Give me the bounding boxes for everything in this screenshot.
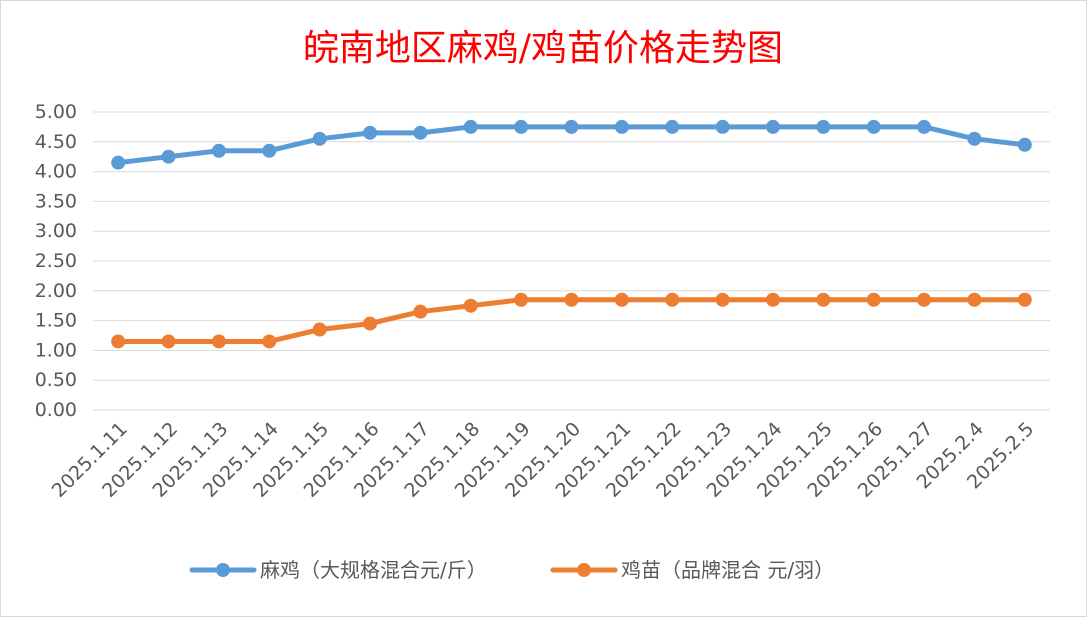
series-1 xyxy=(111,119,1032,170)
data-point xyxy=(413,304,428,319)
y-tick-label: 4.50 xyxy=(35,131,77,153)
data-point xyxy=(765,119,780,134)
data-point xyxy=(816,292,831,307)
series-2 xyxy=(111,292,1032,349)
legend-label: 麻鸡（大规格混合元/斤） xyxy=(260,558,487,582)
data-point xyxy=(715,292,730,307)
data-point xyxy=(765,292,780,307)
y-tick-label: 3.50 xyxy=(35,190,77,212)
data-point xyxy=(262,143,277,158)
y-tick-label: 1.00 xyxy=(35,339,77,361)
data-point xyxy=(262,334,277,349)
data-point xyxy=(866,292,881,307)
data-point xyxy=(312,322,327,337)
y-tick-label: 2.00 xyxy=(35,280,77,302)
data-point xyxy=(665,119,680,134)
data-point xyxy=(514,119,529,134)
y-tick-label: 2.50 xyxy=(35,250,77,272)
data-point xyxy=(463,298,478,313)
y-tick-label: 1.50 xyxy=(35,310,77,332)
y-tick-label: 0.00 xyxy=(35,399,77,421)
data-point xyxy=(161,334,176,349)
data-point xyxy=(866,119,881,134)
data-point xyxy=(564,119,579,134)
data-point xyxy=(715,119,730,134)
data-point xyxy=(413,125,428,140)
data-point xyxy=(614,119,629,134)
data-point xyxy=(967,292,982,307)
data-point xyxy=(312,131,327,146)
legend-item-2: 鸡苗（品牌混合 元/羽） xyxy=(550,558,834,582)
data-point xyxy=(816,119,831,134)
data-point xyxy=(967,131,982,146)
data-point xyxy=(917,119,932,134)
series-layer xyxy=(111,119,1032,349)
gridlines xyxy=(93,111,1050,411)
data-point xyxy=(614,292,629,307)
data-point xyxy=(1017,137,1032,152)
data-point xyxy=(161,149,176,164)
chart-title: 皖南地区麻鸡/鸡苗价格走势图 xyxy=(303,28,783,69)
y-axis-tick-labels: 0.00 0.50 1.00 1.50 2.00 2.50 3.00 3.50 4.00 4.50… xyxy=(35,101,77,421)
data-point xyxy=(111,155,126,170)
y-tick-label: 3.00 xyxy=(35,220,77,242)
data-point xyxy=(111,334,126,349)
data-point xyxy=(514,292,529,307)
legend-marker xyxy=(577,563,591,577)
data-point xyxy=(363,316,378,331)
y-tick-label: 4.00 xyxy=(35,161,77,183)
data-point xyxy=(564,292,579,307)
y-tick-label: 5.00 xyxy=(35,101,77,123)
legend: 麻鸡（大规格混合元/斤） 鸡苗（品牌混合 元/羽） xyxy=(189,558,834,582)
data-point xyxy=(211,143,226,158)
data-point xyxy=(363,125,378,140)
data-point xyxy=(665,292,680,307)
legend-item-1: 麻鸡（大规格混合元/斤） xyxy=(189,558,487,582)
legend-marker xyxy=(216,563,230,577)
data-point xyxy=(211,334,226,349)
data-point xyxy=(917,292,932,307)
legend-label: 鸡苗（品牌混合 元/羽） xyxy=(621,558,834,582)
data-point xyxy=(1017,292,1032,307)
data-point xyxy=(463,119,478,134)
y-tick-label: 0.50 xyxy=(35,369,77,391)
